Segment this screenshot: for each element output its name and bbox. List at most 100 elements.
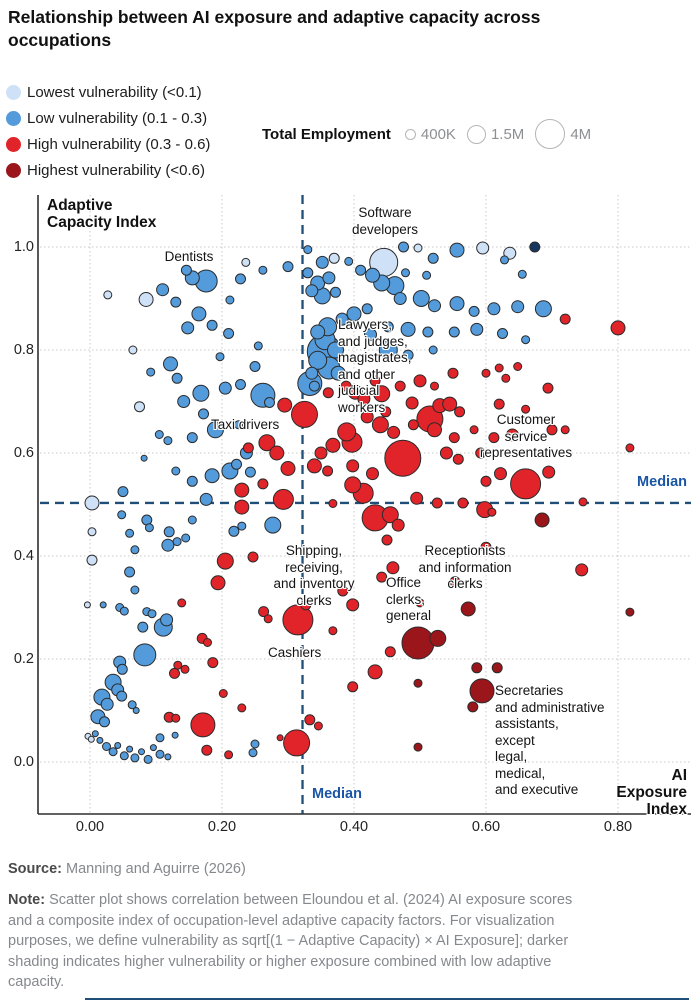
size-legend-item-0: 400K [404, 126, 456, 143]
data-point [391, 518, 405, 532]
median-label-bottom: Median [312, 786, 362, 802]
data-point [387, 425, 401, 439]
data-point [300, 599, 312, 611]
data-point [346, 306, 362, 322]
data-point [407, 419, 419, 431]
data-point [127, 700, 137, 710]
data-point [130, 585, 140, 595]
data-point [560, 425, 570, 435]
data-point [344, 256, 354, 266]
data-point [248, 748, 258, 758]
data-point [119, 606, 129, 616]
source-line: Source: Manning and Aguirre (2026) [8, 861, 246, 877]
data-point [173, 660, 183, 670]
data-point [191, 306, 207, 322]
data-point [497, 328, 508, 339]
data-point [428, 345, 438, 355]
data-point [517, 269, 527, 279]
data-point [269, 445, 285, 461]
data-point [171, 713, 181, 723]
data-point [128, 345, 138, 355]
data-point [322, 271, 336, 285]
data-point [206, 421, 224, 439]
data-point [575, 563, 589, 577]
data-point [249, 361, 261, 372]
data-point [429, 629, 447, 647]
data-point [272, 488, 294, 510]
data-point [382, 321, 394, 333]
data-point [367, 664, 383, 680]
data-point [328, 252, 340, 264]
data-point [330, 286, 341, 298]
data-point [369, 375, 381, 387]
data-point [163, 436, 173, 446]
data-point [237, 521, 247, 531]
data-point [216, 552, 234, 570]
data-point [340, 380, 352, 392]
data-point [542, 382, 554, 394]
legend-dot-icon [6, 85, 21, 101]
data-point [206, 319, 218, 331]
data-point [186, 432, 198, 444]
data-point [401, 268, 410, 278]
data-point [116, 663, 128, 675]
data-point [449, 242, 465, 258]
data-point [228, 525, 240, 537]
data-point [177, 395, 191, 408]
data-point [283, 729, 311, 757]
data-point [365, 267, 380, 283]
data-point [422, 270, 432, 280]
data-point [210, 575, 226, 591]
data-point [413, 678, 423, 688]
data-point [322, 387, 334, 399]
data-point [460, 601, 476, 617]
data-point [305, 366, 319, 380]
source-text: Manning and Aguirre (2026) [62, 861, 246, 877]
data-point [280, 461, 296, 476]
data-point [201, 744, 213, 756]
data-point [171, 372, 183, 384]
data-point [337, 585, 349, 597]
size-legend-item-1: 1.5M [466, 124, 524, 144]
data-point [264, 516, 282, 534]
data-point [147, 609, 157, 619]
data-point [306, 458, 322, 474]
data-point [100, 697, 114, 711]
data-point [164, 753, 172, 761]
legend-item-3: Highest vulnerability (<0.6) [6, 157, 210, 183]
data-point [412, 290, 430, 307]
x-tick-label: 0.00 [75, 819, 105, 835]
data-point [505, 428, 519, 442]
data-point [224, 750, 234, 760]
data-point [513, 362, 523, 371]
data-point [117, 486, 129, 498]
data-point [401, 626, 435, 660]
data-point [305, 284, 319, 298]
data-point [130, 545, 140, 555]
data-point [521, 335, 531, 345]
data-point [163, 526, 175, 538]
x-tick-label: 0.60 [471, 819, 501, 835]
data-point [102, 742, 111, 751]
data-point [130, 753, 140, 763]
data-point [186, 475, 198, 487]
data-point [119, 751, 129, 761]
x-axis-title: AI Exposure Index [616, 767, 687, 818]
legend-item-label: Lowest vulnerability (<0.1) [27, 84, 202, 102]
data-point [199, 492, 213, 506]
data-point [371, 416, 389, 434]
data-point [500, 255, 509, 265]
data-point [430, 381, 439, 391]
data-point [138, 292, 154, 307]
data-point [413, 742, 423, 752]
data-point [422, 326, 434, 338]
data-point [218, 381, 232, 395]
data-point [448, 432, 460, 444]
data-point [335, 312, 349, 326]
vulnerability-legend: Lowest vulnerability (<0.1) Low vulnerabi… [6, 80, 210, 183]
data-point [149, 744, 157, 752]
data-point [413, 374, 427, 388]
size-legend-title: Total Employment [262, 125, 391, 143]
data-point [494, 467, 507, 481]
